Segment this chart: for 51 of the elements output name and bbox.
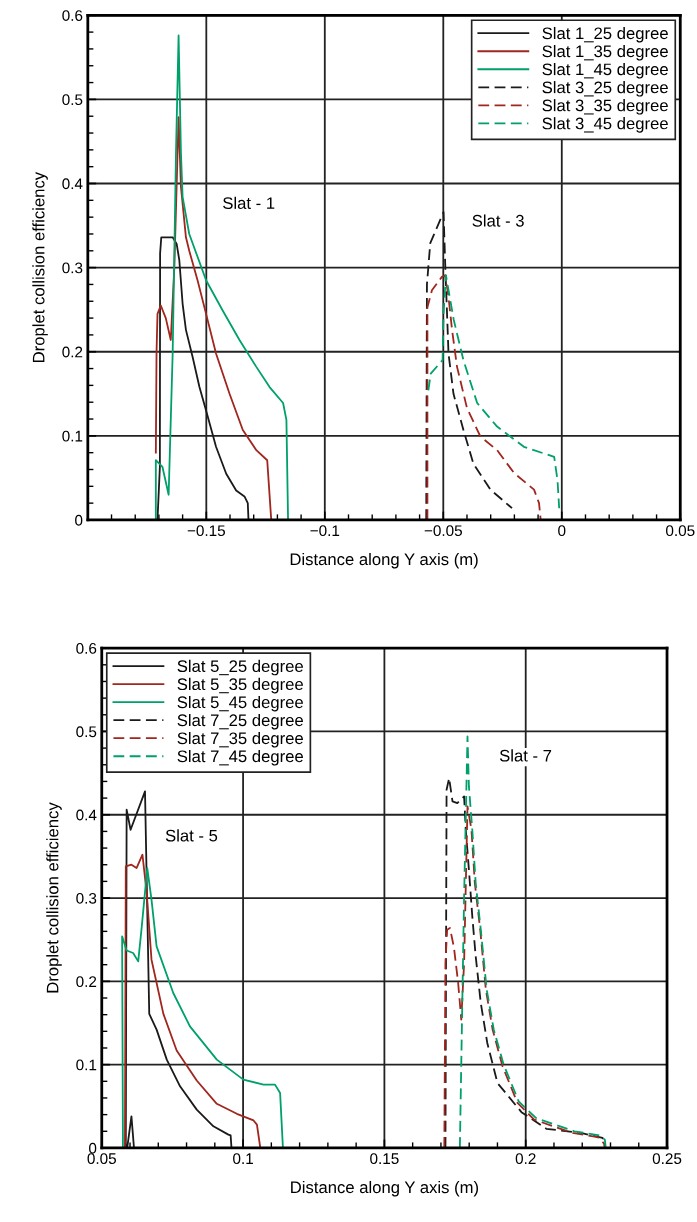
y-tick-label: 0.5 <box>62 94 83 106</box>
annotation: Slat - 5 <box>165 829 218 842</box>
y-tick-label: 0.3 <box>76 892 97 904</box>
legend-label: Slat 7_25 degree <box>177 713 303 730</box>
line-series <box>124 853 262 1148</box>
x-tick-label: 0.1 <box>233 1153 253 1165</box>
x-tick-label: −0.05 <box>424 525 462 537</box>
legend-label: Slat 5_35 degree <box>177 677 303 694</box>
y-tick-label: 0.1 <box>62 430 83 442</box>
x-tick-label: 0 <box>558 525 566 537</box>
y-tick-label: 0.3 <box>62 262 83 274</box>
y-tick-label: 0.2 <box>76 976 97 988</box>
legend-label: Slat 5_45 degree <box>177 695 303 712</box>
line-series <box>427 274 561 510</box>
line-series <box>121 867 284 1148</box>
y-tick-label: 0 <box>89 1142 97 1154</box>
x-tick-label: 0.25 <box>652 1153 682 1165</box>
line-series <box>154 34 289 520</box>
y-tick-label: 0.2 <box>62 346 83 358</box>
y-axis-title: Droplet collision efficiency <box>46 802 62 993</box>
annotation: Slat - 7 <box>499 749 552 762</box>
legend-label: Slat 1_35 degree <box>542 44 668 61</box>
annotation: Slat - 1 <box>223 196 275 210</box>
legend-label: Slat 1_45 degree <box>542 63 668 79</box>
legend-label: Slat 7_35 degree <box>177 731 303 748</box>
y-tick-label: 0.6 <box>76 643 97 654</box>
x-tick-label: 0.05 <box>666 525 695 537</box>
legend-label: Slat 7_45 degree <box>177 750 303 766</box>
y-axis-title: Droplet collision efficiency <box>32 171 48 362</box>
legend-label: Slat 3_25 degree <box>542 81 668 97</box>
y-tick-label: 0.4 <box>76 809 97 821</box>
line-series <box>426 274 542 520</box>
legend-label: Slat 5_25 degree <box>177 659 303 676</box>
x-tick-label: 0.2 <box>515 1153 536 1165</box>
x-axis-title: Distance along Y axis (m) <box>291 1180 479 1197</box>
y-tick-label: 0.5 <box>76 726 97 738</box>
line-series <box>458 735 607 1148</box>
x-tick-label: −0.1 <box>310 525 340 537</box>
legend-label: Slat 1_25 degree <box>542 26 668 43</box>
x-axis-title: Distance along Y axis (m) <box>290 552 478 569</box>
legend-label: Slat 3_45 degree <box>542 117 668 133</box>
y-tick-label: 0 <box>75 514 83 526</box>
y-tick-label: 0.1 <box>76 1059 97 1071</box>
x-tick-label: 0.15 <box>370 1153 399 1165</box>
annotation: Slat - 3 <box>472 214 524 227</box>
legend-label: Slat 3_35 degree <box>542 99 668 115</box>
x-tick-label: −0.15 <box>187 525 225 537</box>
line-series <box>154 116 273 520</box>
y-tick-label: 0.6 <box>62 10 83 21</box>
x-tick-label: 0.05 <box>87 1153 116 1165</box>
y-tick-label: 0.4 <box>62 178 83 190</box>
